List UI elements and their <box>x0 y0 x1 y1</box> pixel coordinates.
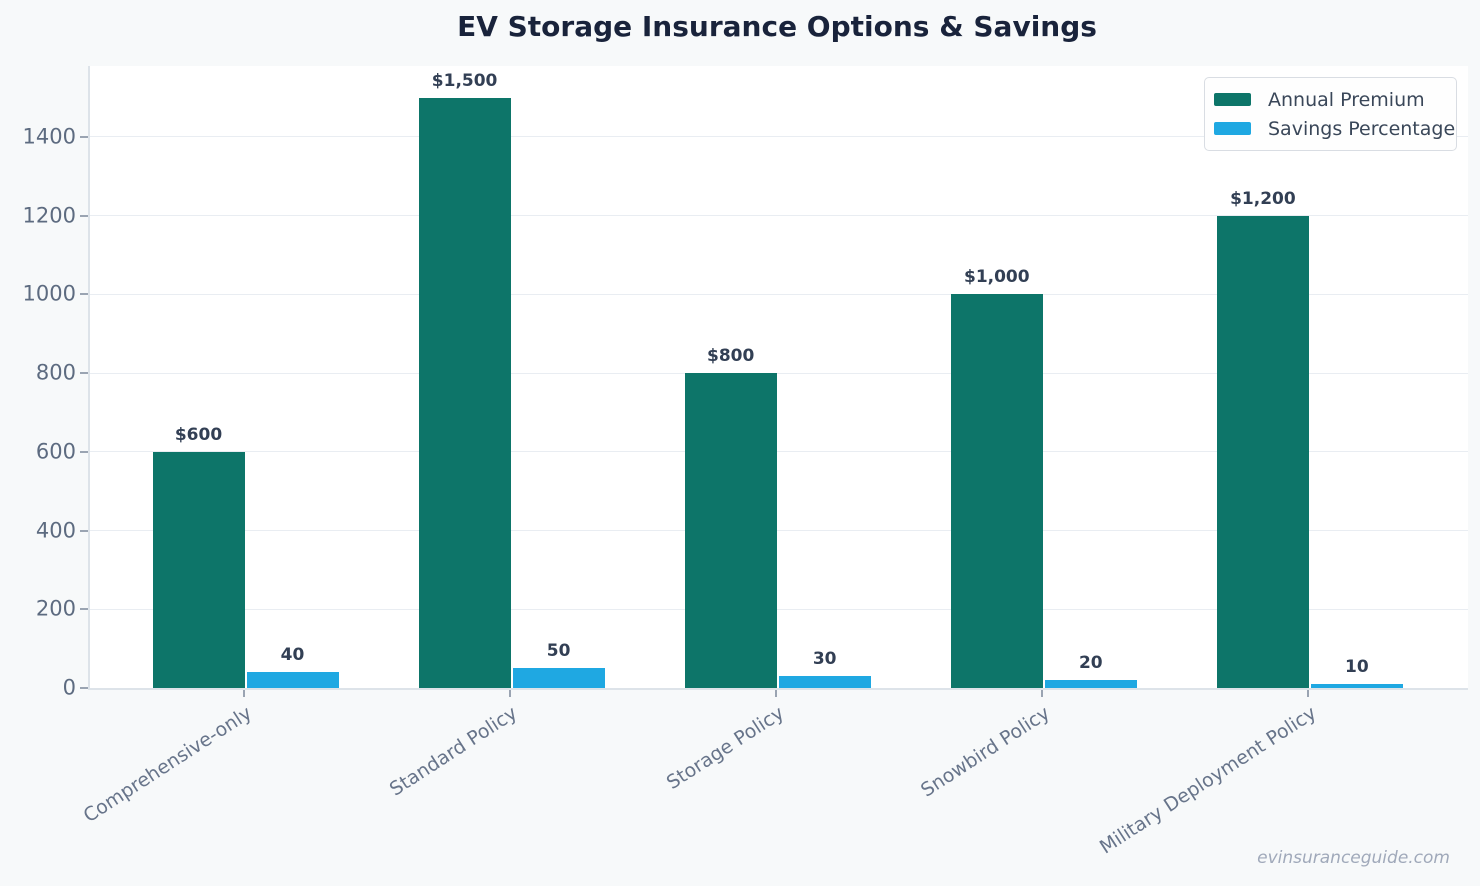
bar-value-label-annual-premium-standard-policy: $1,500 <box>431 70 498 91</box>
legend-item-savings-percentage: Savings Percentage <box>1214 114 1455 143</box>
x-tick-mark-storage-policy <box>774 690 777 697</box>
bar-value-label-savings-percentage-storage-policy: 30 <box>812 649 837 670</box>
bar-savings-percentage-standard-policy <box>512 668 605 688</box>
bar-savings-percentage-snowbird-policy <box>1044 680 1137 688</box>
bar-annual-premium-standard-policy <box>418 97 511 688</box>
y-tick-label-1400: 1400 <box>22 124 76 149</box>
x-tick-mark-snowbird-policy <box>1040 690 1043 697</box>
y-tick-label-800: 800 <box>35 360 76 385</box>
gridline-1400 <box>90 136 1468 138</box>
y-tick-label-1200: 1200 <box>22 203 76 228</box>
bar-value-label-savings-percentage-military-deployment-policy: 10 <box>1345 657 1369 678</box>
x-category-label-snowbird-policy: Snowbird Policy <box>916 702 1054 802</box>
y-tick-mark-200 <box>80 608 88 611</box>
x-category-label-standard-policy: Standard Policy <box>386 702 522 801</box>
chart-title: EV Storage Insurance Options & Savings <box>457 10 1097 43</box>
gridline-1200 <box>90 215 1468 217</box>
bar-annual-premium-storage-policy <box>684 373 777 688</box>
legend-label-annual-premium: Annual Premium <box>1268 88 1425 111</box>
y-tick-label-200: 200 <box>35 596 76 621</box>
bar-savings-percentage-comprehensive-only <box>246 672 339 688</box>
gridline-600 <box>90 451 1468 453</box>
y-tick-mark-1200 <box>80 214 88 217</box>
bar-annual-premium-military-deployment-policy <box>1216 215 1309 688</box>
bar-annual-premium-snowbird-policy <box>950 294 1043 688</box>
legend: Annual Premium Savings Percentage <box>1204 77 1457 151</box>
gridline-400 <box>90 530 1468 532</box>
bar-savings-percentage-storage-policy <box>778 676 871 688</box>
bar-value-label-annual-premium-storage-policy: $800 <box>707 346 755 367</box>
bar-annual-premium-comprehensive-only <box>152 451 245 688</box>
x-category-label-military-deployment-policy: Military Deployment Policy <box>1095 702 1320 859</box>
y-tick-mark-1000 <box>80 293 88 296</box>
bar-value-label-savings-percentage-comprehensive-only: 40 <box>280 645 305 666</box>
x-category-label-comprehensive-only: Comprehensive-only <box>79 702 256 828</box>
y-tick-label-600: 600 <box>35 439 76 464</box>
x-tick-mark-comprehensive-only <box>242 690 245 697</box>
y-tick-mark-0 <box>80 687 88 689</box>
legend-label-savings-percentage: Savings Percentage <box>1268 117 1456 140</box>
y-tick-mark-800 <box>80 372 88 375</box>
bar-value-label-savings-percentage-standard-policy: 50 <box>546 641 571 662</box>
gridline-800 <box>90 372 1468 374</box>
watermark: evinsuranceguide.com <box>1257 848 1450 868</box>
legend-item-annual-premium: Annual Premium <box>1214 85 1446 114</box>
plot-area: $600 $1,500 $800 $1,000 $1,200 40 50 30 20 10 <box>88 66 1468 690</box>
gridline-1000 <box>90 293 1468 295</box>
y-tick-label-400: 400 <box>35 518 76 543</box>
x-tick-mark-standard-policy <box>508 690 511 697</box>
bar-value-label-annual-premium-snowbird-policy: $1,000 <box>963 267 1030 288</box>
y-tick-mark-400 <box>80 529 88 532</box>
bar-value-label-savings-percentage-snowbird-policy: 20 <box>1078 653 1103 674</box>
x-category-label-storage-policy: Storage Policy <box>662 702 788 795</box>
y-tick-mark-1400 <box>80 135 88 138</box>
y-tick-label-0: 0 <box>62 675 76 700</box>
bar-value-label-annual-premium-military-deployment-policy: $1,200 <box>1230 188 1296 209</box>
bar-savings-percentage-military-deployment-policy <box>1310 684 1403 688</box>
gridline-200 <box>90 608 1468 610</box>
x-tick-mark-military-deployment-policy <box>1306 690 1309 697</box>
y-tick-label-1000: 1000 <box>22 281 76 306</box>
savings-percentage-swatch-icon <box>1214 122 1251 135</box>
y-tick-mark-600 <box>80 450 88 453</box>
annual-premium-swatch-icon <box>1214 93 1251 106</box>
bar-value-label-annual-premium-comprehensive-only: $600 <box>174 424 223 445</box>
